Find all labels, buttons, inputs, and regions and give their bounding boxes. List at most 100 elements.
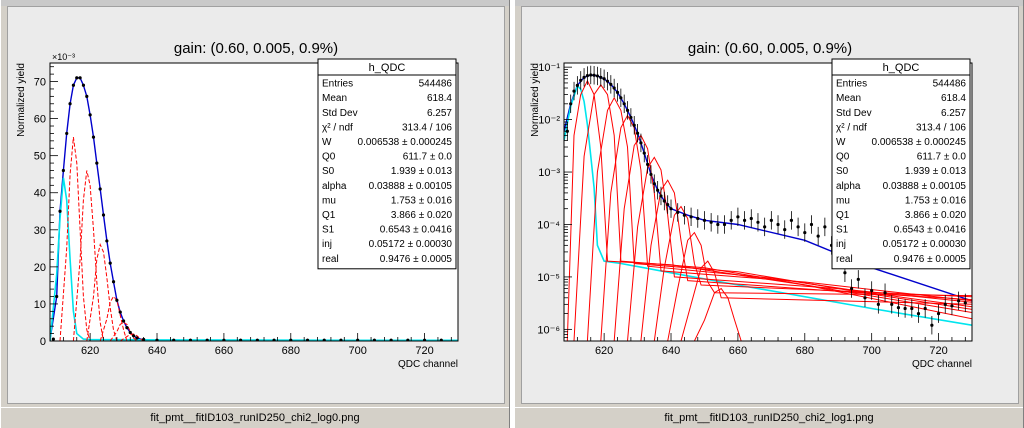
stats-label: Std Dev [322, 108, 358, 119]
data-point [172, 338, 176, 341]
x-tick-label: 640 [662, 345, 680, 357]
photoelectron-peak-curve [667, 231, 972, 341]
left-canvas: gain: (0.60, 0.005, 0.9%) 620 640 660 680 700… [7, 6, 505, 404]
data-point [599, 68, 603, 87]
stats-value: 6.257 [941, 108, 966, 119]
data-point [579, 71, 583, 90]
stats-label: Q0 [322, 152, 336, 163]
chart-title: gain: (0.60, 0.005, 0.9%) [174, 40, 338, 57]
y-tick-label: 10⁻¹ [538, 62, 560, 74]
data-point [756, 213, 760, 232]
x-tick-label: 700 [862, 345, 880, 357]
data-point [115, 298, 119, 302]
data-point [575, 76, 579, 95]
data-point [823, 217, 827, 237]
data-point [789, 211, 794, 230]
data-point [132, 334, 136, 338]
data-point [649, 165, 653, 184]
stats-label: S1 [322, 225, 335, 236]
data-point [716, 215, 720, 234]
data-point [61, 168, 65, 173]
data-point [372, 338, 376, 341]
data-point [635, 123, 640, 143]
stats-value: 0.9476 ± 0.0005 [894, 254, 967, 265]
data-point [619, 88, 623, 108]
photoelectron-peak-curve [72, 170, 104, 341]
data-point [930, 315, 934, 335]
left-image-window: gain: (0.60, 0.005, 0.9%) 620 640 660 680 700… [0, 0, 510, 428]
data-point [592, 66, 596, 85]
data-point [963, 293, 967, 313]
data-point [121, 319, 126, 323]
data-point [856, 270, 860, 289]
data-point [652, 174, 656, 193]
data-point [662, 191, 666, 211]
data-point [656, 180, 660, 200]
chart-title: gain: (0.60, 0.005, 0.9%) [688, 40, 852, 57]
plot-layer [564, 65, 972, 341]
y-tick-label: 30 [34, 225, 46, 237]
y-tick-label: 50 [34, 151, 46, 163]
photoelectron-peak-curve [600, 114, 972, 341]
data-point [702, 211, 707, 230]
data-point [936, 304, 941, 323]
stats-label: S0 [322, 166, 335, 177]
data-point [639, 133, 643, 153]
data-point [75, 76, 79, 80]
stats-value: 1.753 ± 0.016 [905, 195, 967, 206]
data-point [696, 209, 700, 228]
x-tick-label: 640 [148, 345, 166, 357]
stats-label: inj [836, 239, 846, 250]
stats-label: W [322, 137, 332, 148]
data-point [776, 215, 780, 234]
plot-frame [49, 62, 459, 342]
data-point [669, 199, 673, 218]
data-point [870, 281, 874, 300]
data-point [605, 71, 610, 91]
data-point [612, 78, 616, 98]
data-point [689, 207, 693, 227]
data-point [769, 211, 773, 230]
stats-value: 618.4 [941, 93, 966, 104]
window-frame [515, 0, 1023, 6]
data-point [763, 217, 767, 237]
data-point [572, 81, 576, 101]
x-tick-label: 660 [729, 345, 747, 357]
x-tick-label: 660 [215, 345, 233, 357]
data-point [439, 338, 443, 341]
data-point [71, 83, 76, 87]
log-chart: gain: (0.60, 0.005, 0.9%) 620 640 660 680 700… [530, 40, 973, 370]
y-tick-label: 10⁻⁵ [537, 272, 560, 284]
data-point [816, 226, 820, 246]
data-point [682, 206, 686, 225]
stats-value: 3.866 ± 0.020 [905, 210, 967, 221]
stats-label: Entries [322, 79, 353, 90]
data-point [850, 279, 854, 298]
stats-label: Mean [322, 93, 347, 104]
data-point [81, 83, 86, 87]
stats-label: χ² / ndf [322, 122, 353, 133]
data-point [595, 66, 600, 86]
data-point [629, 108, 633, 127]
photoelectron-peak-curve [59, 137, 91, 341]
photoelectron-peak-curve [627, 156, 972, 341]
x-tick-label: 700 [348, 345, 366, 357]
stats-value: 313.4 / 106 [402, 122, 452, 133]
data-point [646, 155, 650, 174]
data-point [736, 207, 740, 227]
data-point [95, 161, 99, 165]
data-point [903, 299, 907, 318]
data-point [749, 209, 753, 228]
stats-value: 0.03888 ± 0.00105 [883, 181, 967, 192]
data-point [569, 94, 573, 114]
data-point [101, 213, 106, 217]
data-point [406, 338, 410, 341]
data-point [389, 338, 393, 341]
y-axis-label: Normalized yield [530, 63, 541, 137]
stats-value: 0.6543 ± 0.0416 [894, 225, 967, 236]
stats-value: 1.753 ± 0.016 [391, 195, 453, 206]
y-tick-label: 10 [34, 299, 46, 311]
data-point [118, 310, 122, 314]
data-point [742, 211, 747, 230]
data-point [622, 94, 626, 114]
